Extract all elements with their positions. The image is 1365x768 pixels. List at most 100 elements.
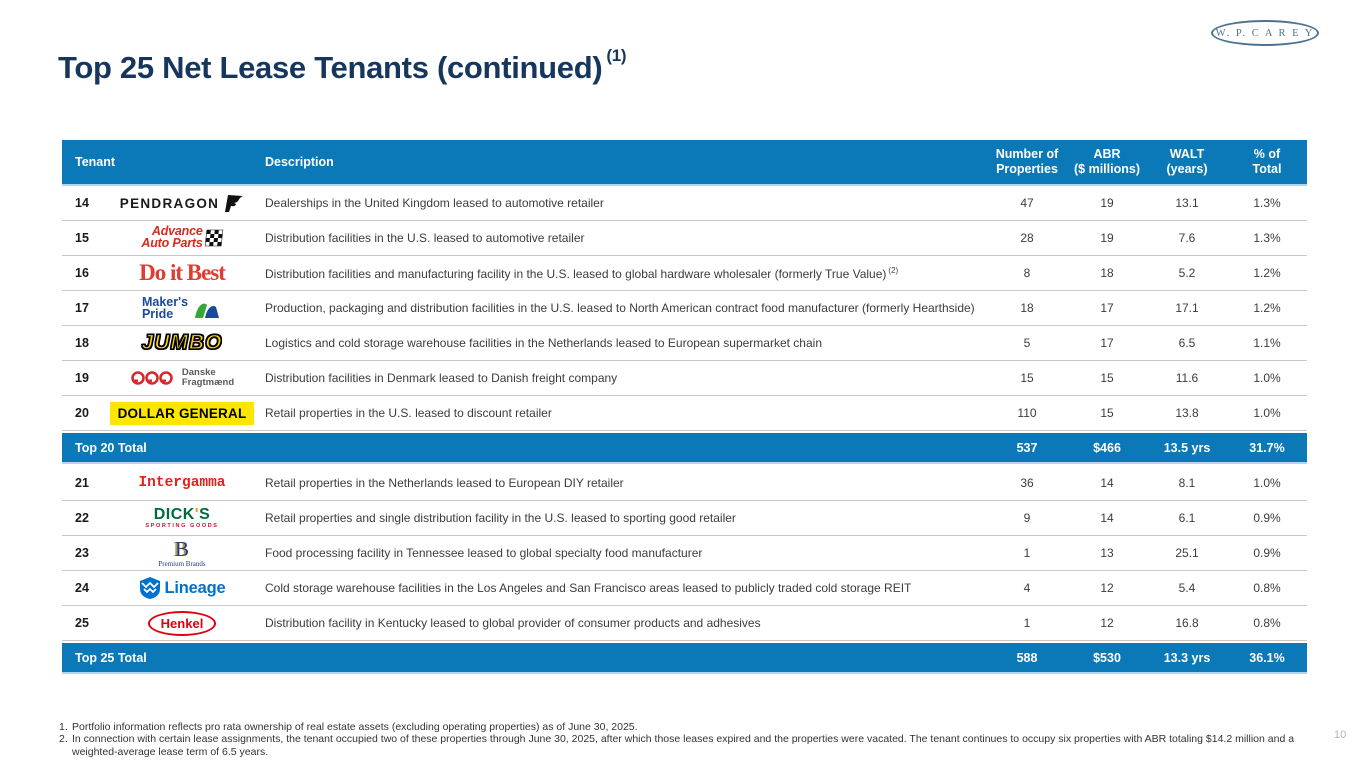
tenant-description: Logistics and cold storage warehouse fac…	[265, 336, 822, 350]
abr-value: 14	[1100, 511, 1114, 525]
lineage-logo-text: Lineage	[164, 578, 226, 597]
page-number: 10	[1334, 729, 1347, 741]
header-walt: WALT (years)	[1166, 147, 1208, 176]
abr-value: 19	[1100, 231, 1114, 245]
dicks-sporting-goods-logo: DICK'S SPORTING GOODS	[145, 505, 219, 530]
walt-value: 13.1	[1175, 196, 1199, 210]
walt-value: 6.5	[1178, 336, 1196, 350]
abr-value: 17	[1100, 336, 1114, 350]
tenant-description: Production, packaging and distribution f…	[265, 301, 975, 315]
properties-value: 47	[1020, 196, 1034, 210]
total-pct-value: 31.7%	[1249, 440, 1285, 455]
pendragon-horse-icon	[225, 195, 244, 212]
tenant-row: 20 DOLLAR GENERAL Retail properties in the…	[62, 396, 1307, 431]
lineage-logo: Lineage	[139, 576, 226, 600]
pct-value: 1.1%	[1253, 336, 1281, 350]
tenant-description: Distribution facility in Kentucky leased…	[265, 616, 761, 630]
table-body: 14 PENDRAGON Dealerships in the United Kin…	[62, 186, 1307, 674]
tenant-description: Food processing facility in Tennessee le…	[265, 546, 703, 560]
pct-value: 0.9%	[1253, 546, 1281, 560]
header-pct-of-total: % of Total	[1252, 147, 1282, 176]
abr-value: 15	[1100, 406, 1114, 420]
walt-value: 13.8	[1175, 406, 1199, 420]
walt-value: 6.1	[1178, 511, 1196, 525]
pendragon-logo-text: PENDRAGON	[119, 195, 220, 211]
wp-carey-logo: W. P. C A R E Y	[1211, 20, 1319, 46]
abr-value: 12	[1100, 581, 1114, 595]
abr-value: 17	[1100, 301, 1114, 315]
makers-line1: Maker's	[141, 294, 189, 309]
total-abr-value: $530	[1093, 650, 1121, 665]
tenant-row: 25 Henkel Distribution facility in Kentuck…	[62, 606, 1307, 641]
tenant-row: 17 Maker's Pride Production, packaging and …	[62, 291, 1307, 326]
abr-value: 12	[1100, 616, 1114, 630]
pct-value: 1.0%	[1253, 371, 1281, 385]
tenant-row: 23 B Premium Brands Food processing facilit…	[62, 536, 1307, 571]
checkered-flag-icon	[204, 229, 223, 247]
dicks-sub-text: SPORTING GOODS	[145, 522, 219, 529]
danske-fragtmaend-rings-icon	[131, 371, 173, 385]
walt-value: 5.4	[1178, 581, 1196, 595]
properties-value: 110	[1017, 406, 1037, 420]
tenant-rank: 25	[75, 616, 89, 630]
do-it-best-logo: Do it Best	[139, 260, 226, 285]
pendragon-logo: PENDRAGON	[120, 193, 244, 213]
tenant-logo-cell: Advance Auto Parts	[107, 225, 257, 250]
tenant-rank: 23	[75, 546, 89, 560]
pct-value: 1.2%	[1253, 266, 1281, 280]
tenant-logo-cell: Intergamma	[107, 475, 257, 491]
properties-value: 4	[1023, 581, 1031, 595]
jumbo-logo: JUMBO	[141, 330, 223, 354]
tenant-description: Retail properties and single distributio…	[265, 511, 736, 525]
footnotes: 1. Portfolio information reflects pro ra…	[59, 721, 1311, 758]
tenant-description: Distribution facilities in Denmark lease…	[265, 371, 618, 385]
description-footnote-ref: (2)	[888, 265, 899, 275]
pct-value: 0.8%	[1253, 616, 1281, 630]
makers-pride-mountain-icon	[195, 303, 220, 318]
makers-line2: Pride	[141, 307, 174, 321]
header-description: Description	[265, 155, 334, 169]
tenant-logo-cell: Lineage	[107, 576, 257, 600]
tenant-logo-cell: B Premium Brands	[107, 538, 257, 568]
lineage-shield-icon	[139, 577, 160, 599]
tenant-description: Retail properties in the U.S. leased to …	[265, 406, 552, 420]
danske-fragtmaend-logo: Danske Fragtmænd	[130, 367, 234, 389]
walt-value: 16.8	[1175, 616, 1199, 630]
tenants-table: Tenant Description Number of Properties A…	[62, 140, 1307, 676]
total-pct-value: 36.1%	[1249, 650, 1285, 665]
basketball-apostrophe-icon: '	[194, 505, 200, 523]
tenant-rank: 22	[75, 511, 89, 525]
footnote-1: 1. Portfolio information reflects pro ra…	[59, 721, 638, 733]
tenant-row: 19 Danske Fragtmænd Distribution facilities…	[62, 361, 1307, 396]
total-row-label: Top 25 Total	[75, 650, 147, 665]
header-number-of-properties: Number of Properties	[995, 147, 1059, 176]
properties-value: 18	[1020, 301, 1034, 315]
page-title-text: Top 25 Net Lease Tenants (continued)	[58, 50, 603, 85]
pct-value: 1.3%	[1253, 231, 1281, 245]
tenant-description: Distribution facilities in the U.S. leas…	[265, 231, 585, 245]
tenant-logo-cell: PENDRAGON	[107, 193, 257, 213]
tenant-rank: 17	[75, 301, 89, 315]
pct-value: 1.2%	[1253, 301, 1281, 315]
abr-value: 15	[1100, 371, 1114, 385]
properties-value: 1	[1023, 546, 1031, 560]
tenant-row: 18 JUMBO Logistics and cold storage wareho…	[62, 326, 1307, 361]
pct-value: 0.9%	[1253, 511, 1281, 525]
intergamma-logo: Intergamma	[138, 475, 226, 491]
total-row-label: Top 20 Total	[75, 440, 147, 455]
walt-value: 25.1	[1175, 546, 1199, 560]
premium-brands-text: Premium Brands	[158, 559, 206, 568]
page-title: Top 25 Net Lease Tenants (continued) (1)	[58, 46, 627, 86]
total-properties-value: 588	[1016, 650, 1038, 665]
pct-value: 1.0%	[1253, 476, 1281, 490]
tenant-rank: 21	[75, 476, 89, 490]
wp-carey-logo-text: W. P. C A R E Y	[1215, 27, 1315, 39]
properties-value: 5	[1023, 336, 1031, 350]
total-abr-value: $466	[1093, 440, 1121, 455]
footnote-2: 2. In connection with certain lease assi…	[59, 733, 1295, 758]
properties-value: 15	[1020, 371, 1034, 385]
total-walt-value: 13.3 yrs	[1163, 650, 1211, 665]
pct-value: 1.3%	[1253, 196, 1281, 210]
properties-value: 8	[1023, 266, 1031, 280]
